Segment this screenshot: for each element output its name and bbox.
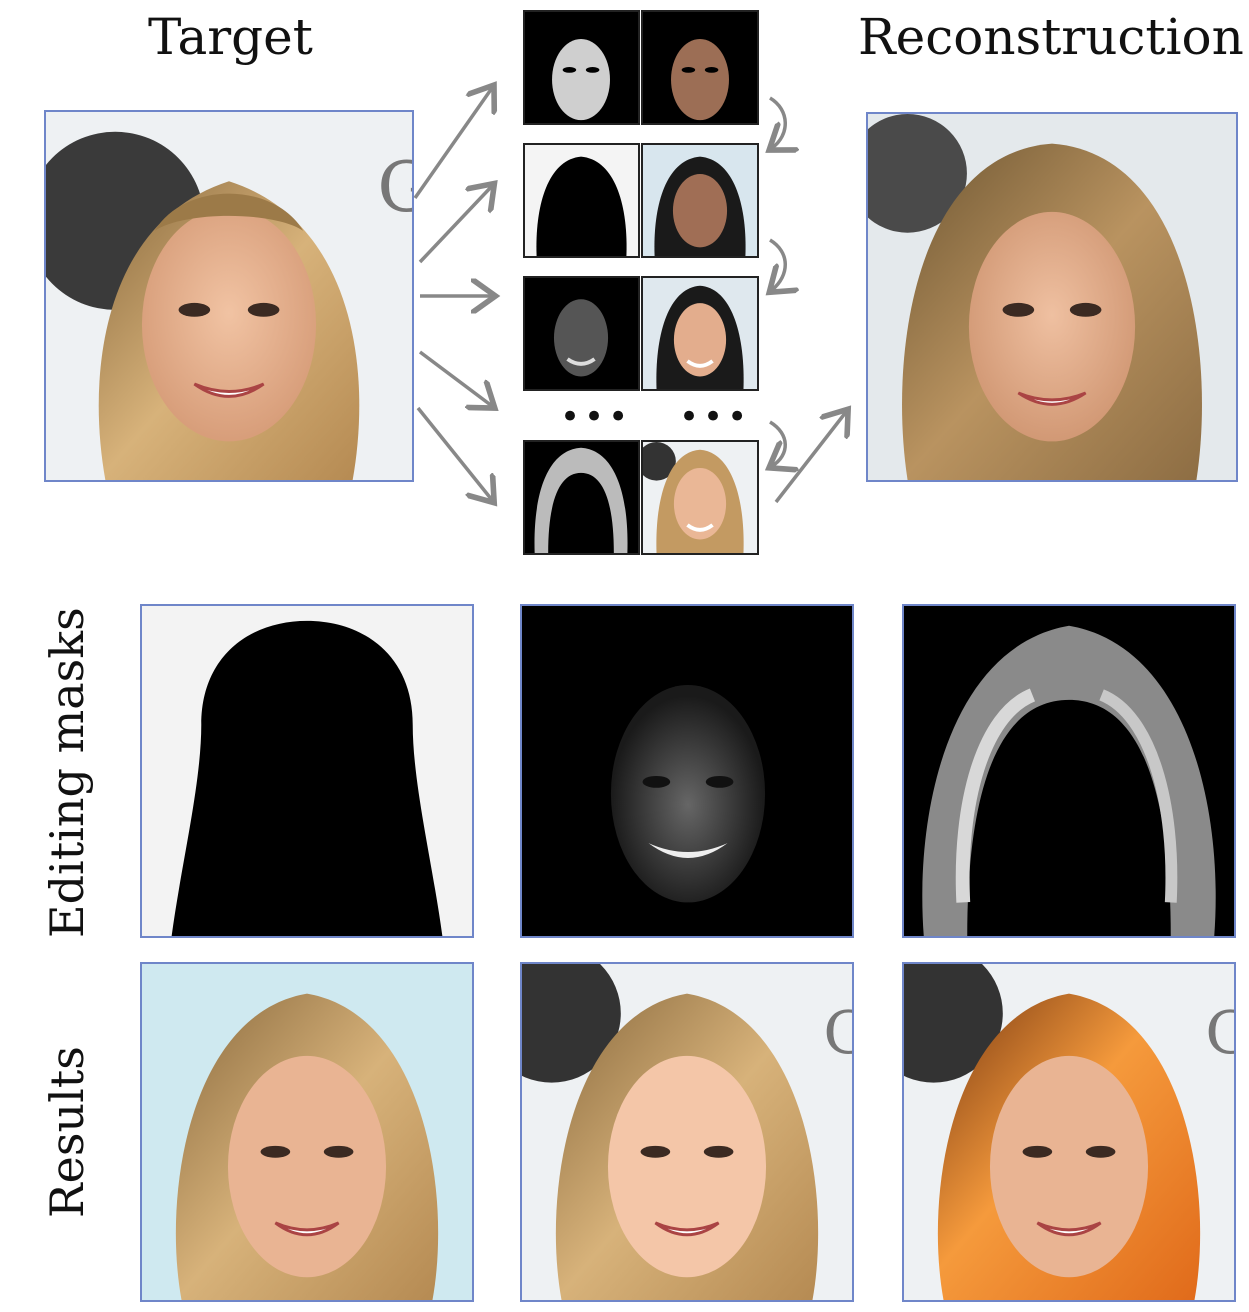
- arrow-icon: [418, 350, 492, 406]
- result-hair-edit: G: [902, 962, 1236, 1302]
- mask-small-2: [523, 143, 640, 258]
- result-small-1: [641, 10, 759, 125]
- arrow-layer: [413, 0, 1249, 600]
- mask-small-1: [523, 10, 640, 125]
- svg-text:G: G: [377, 148, 412, 228]
- arrow-icon: [418, 186, 492, 264]
- editing-masks-label: Editing masks: [40, 607, 94, 938]
- ellipsis-left: •••: [560, 397, 633, 437]
- result-small-3: [641, 276, 759, 391]
- result-face-edit: G: [520, 962, 854, 1302]
- mask-small-4: [523, 440, 640, 555]
- reconstruction-image: [866, 112, 1238, 482]
- ellipsis-right: •••: [679, 397, 752, 437]
- target-image: G: [44, 110, 414, 482]
- editing-mask-background: [140, 604, 474, 938]
- result-small-2: [641, 143, 759, 258]
- result-background-edit: [140, 962, 474, 1302]
- target-title: Target: [148, 8, 313, 66]
- curved-arrow-icon: [770, 420, 785, 466]
- curved-arrow-icon: [770, 238, 785, 290]
- arrow-icon: [774, 412, 846, 504]
- editing-mask-hair: [902, 604, 1236, 938]
- arrow-icon: [416, 406, 492, 500]
- svg-text:G: G: [1205, 998, 1234, 1067]
- curved-arrow-icon: [770, 96, 785, 148]
- mask-small-3: [523, 276, 640, 391]
- reconstruction-title: Reconstruction: [858, 8, 1244, 66]
- editing-mask-face: [520, 604, 854, 938]
- svg-text:G: G: [823, 998, 852, 1067]
- results-label: Results: [40, 1046, 94, 1218]
- arrow-icon: [413, 88, 492, 200]
- result-small-4: [641, 440, 759, 555]
